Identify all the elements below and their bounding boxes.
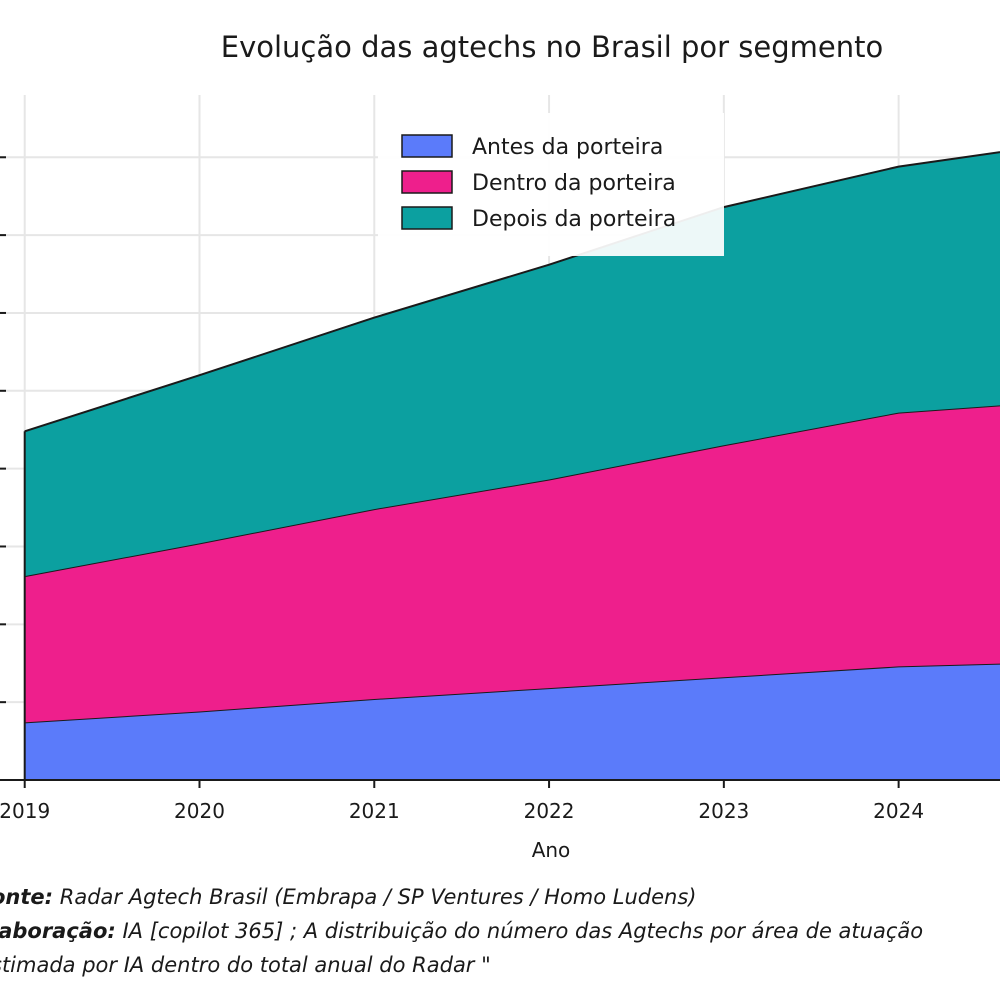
legend-label-depois-da-porteira: Depois da porteira <box>472 207 676 232</box>
area-antes-da-porteira <box>24 663 1000 780</box>
x-tick-label: 2024 <box>873 799 924 823</box>
legend-label-antes-da-porteira: Antes da porteira <box>472 135 663 160</box>
x-tick-label: 2019 <box>0 799 50 823</box>
x-axis-label: Ano <box>532 838 571 862</box>
area-depois-da-porteira <box>24 152 1000 577</box>
x-tick-label: 2023 <box>698 799 749 823</box>
legend-label-dentro-da-porteira: Dentro da porteira <box>472 171 676 196</box>
chart-title: Evolução das agtechs no Brasil por segme… <box>221 30 884 64</box>
legend-swatch-depois-da-porteira <box>401 206 453 230</box>
caption-elaboration-label: laboração: <box>0 919 116 943</box>
caption-line-elaboration: laboração: IA [copilot 365] ; A distribu… <box>0 914 1000 948</box>
caption-line-estimate: stimada por IA dentro do total anual do … <box>0 953 491 977</box>
area-series-group <box>23 151 1000 780</box>
area-dentro-da-porteira <box>24 405 1000 723</box>
area-edge-depois-da-porteira <box>24 151 1000 433</box>
caption-elaboration-text: IA [copilot 365] ; A distribuição do núm… <box>115 919 924 943</box>
caption-source-text: Radar Agtech Brasil (Embrapa / SP Ventur… <box>53 885 697 909</box>
x-tick-label: 2022 <box>524 799 575 823</box>
x-tick-label: 2020 <box>174 799 225 823</box>
legend-swatch-antes-da-porteira <box>401 134 453 158</box>
x-tick-label: 2021 <box>349 799 400 823</box>
legend-swatch-dentro-da-porteira <box>401 170 453 194</box>
legend: Antes da porteira Dentro da porteira Depoi… <box>378 113 724 256</box>
axes: 2019 2020 2021 2022 2023 2024 <box>0 156 1000 823</box>
